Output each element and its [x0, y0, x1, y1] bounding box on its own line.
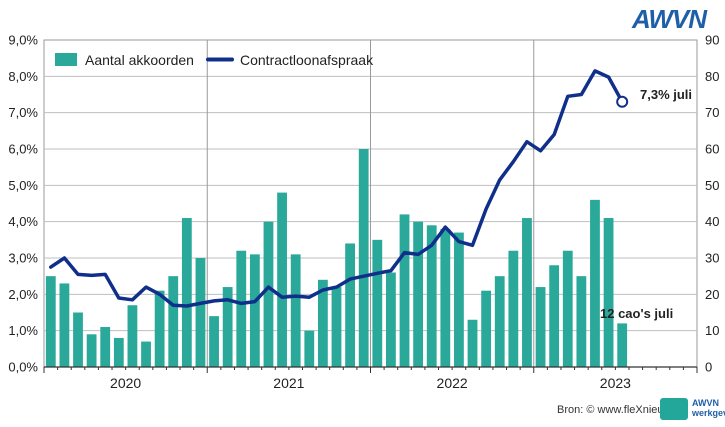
y-left-tick-label: 7,0% [8, 105, 38, 120]
bar [494, 276, 505, 367]
bar [345, 243, 355, 367]
awvn-logo: AWVN [632, 4, 707, 34]
bar [86, 334, 97, 367]
bar [168, 276, 179, 367]
bar [127, 305, 138, 367]
bar [358, 149, 369, 367]
bar [413, 221, 424, 367]
bar [440, 228, 451, 367]
y-left-tick-label: 2,0% [8, 287, 38, 302]
line-last-marker [616, 95, 629, 108]
y-left-tick-label: 5,0% [8, 178, 38, 193]
bar [590, 199, 600, 367]
x-tick-label: 2023 [600, 375, 631, 391]
bar [73, 312, 83, 367]
y-left-tick-label: 4,0% [8, 214, 38, 229]
bar [45, 276, 56, 367]
legend-swatch-bars [55, 53, 77, 66]
y-right-tick-label: 90 [705, 33, 719, 48]
bar [236, 250, 247, 367]
bar [576, 276, 587, 367]
y-right-tick-label: 30 [705, 251, 719, 266]
awvn-small-logo-name: AWVN [692, 398, 719, 408]
bar [386, 272, 396, 367]
y-right-tick-label: 80 [705, 69, 719, 84]
awvn-small-logo-text: AWVN werkgevers [692, 398, 725, 418]
bar [617, 323, 628, 367]
line-path [49, 69, 624, 308]
y-right-tick-label: 40 [705, 214, 719, 229]
bar [508, 250, 519, 367]
y-right-tick-label: 60 [705, 142, 719, 157]
grid [43, 39, 698, 368]
bar [399, 214, 410, 367]
bar [372, 239, 383, 367]
annotation-bar-last: 12 cao's juli [600, 306, 673, 321]
source-label: Bron: © www.fleXnieuws.nl [557, 404, 689, 416]
y-left-tick-label: 3,0% [8, 251, 38, 266]
bar [426, 225, 437, 367]
x-tick-label: 2022 [437, 375, 468, 391]
bar [209, 316, 219, 367]
legend-label-bars: Aantal akkoorden [85, 52, 194, 68]
bar [181, 218, 192, 367]
bar [535, 287, 546, 367]
y-left-tick-label: 9,0% [8, 33, 38, 48]
awvn-small-logo: AWVN werkgevers [660, 396, 725, 424]
bar [100, 327, 111, 367]
x-tick-label: 2021 [273, 375, 304, 391]
bar [290, 254, 301, 367]
y-left-tick-label: 8,0% [8, 69, 38, 84]
bar [59, 283, 70, 367]
y-right-tick-label: 70 [705, 105, 719, 120]
y-left-tick-label: 6,0% [8, 142, 38, 157]
awvn-small-logo-sub: werkgevers [692, 408, 725, 418]
y-right-tick-label: 50 [705, 178, 719, 193]
y-right-tick-label: 20 [705, 287, 719, 302]
y-left-tick-label: 0,0% [8, 360, 38, 375]
bar [467, 319, 478, 367]
annotation-line-last: 7,3% juli [640, 87, 692, 102]
bar [113, 337, 124, 367]
bar [195, 258, 206, 367]
bar [603, 218, 614, 367]
bar [562, 250, 573, 367]
bar [222, 287, 233, 367]
bar [263, 221, 274, 367]
bar [549, 265, 560, 367]
bar [317, 279, 328, 367]
bar [481, 290, 492, 367]
x-tick-label: 2020 [110, 375, 141, 391]
legend-label-line: Contractloonafspraak [240, 52, 374, 68]
bar [249, 254, 260, 367]
bars [45, 149, 628, 367]
bar [331, 287, 342, 367]
bar [454, 232, 464, 367]
legend: Aantal akkoorden Contractloonafspraak [55, 52, 374, 68]
bar [154, 290, 165, 367]
line-series [49, 69, 629, 308]
y-right-tick-label: 0 [705, 360, 712, 375]
bar [141, 341, 151, 367]
y-right-tick-label: 10 [705, 323, 719, 338]
axes: 2020 2021 2022 2023 0,0% 1,0% 2,0% 3,0% 4,0% 5,0%… [8, 33, 719, 392]
bar [304, 330, 315, 367]
bar [277, 192, 287, 367]
awvn-small-logo-mark [660, 398, 688, 420]
y-left-tick-label: 1,0% [8, 323, 38, 338]
bar [522, 218, 532, 367]
